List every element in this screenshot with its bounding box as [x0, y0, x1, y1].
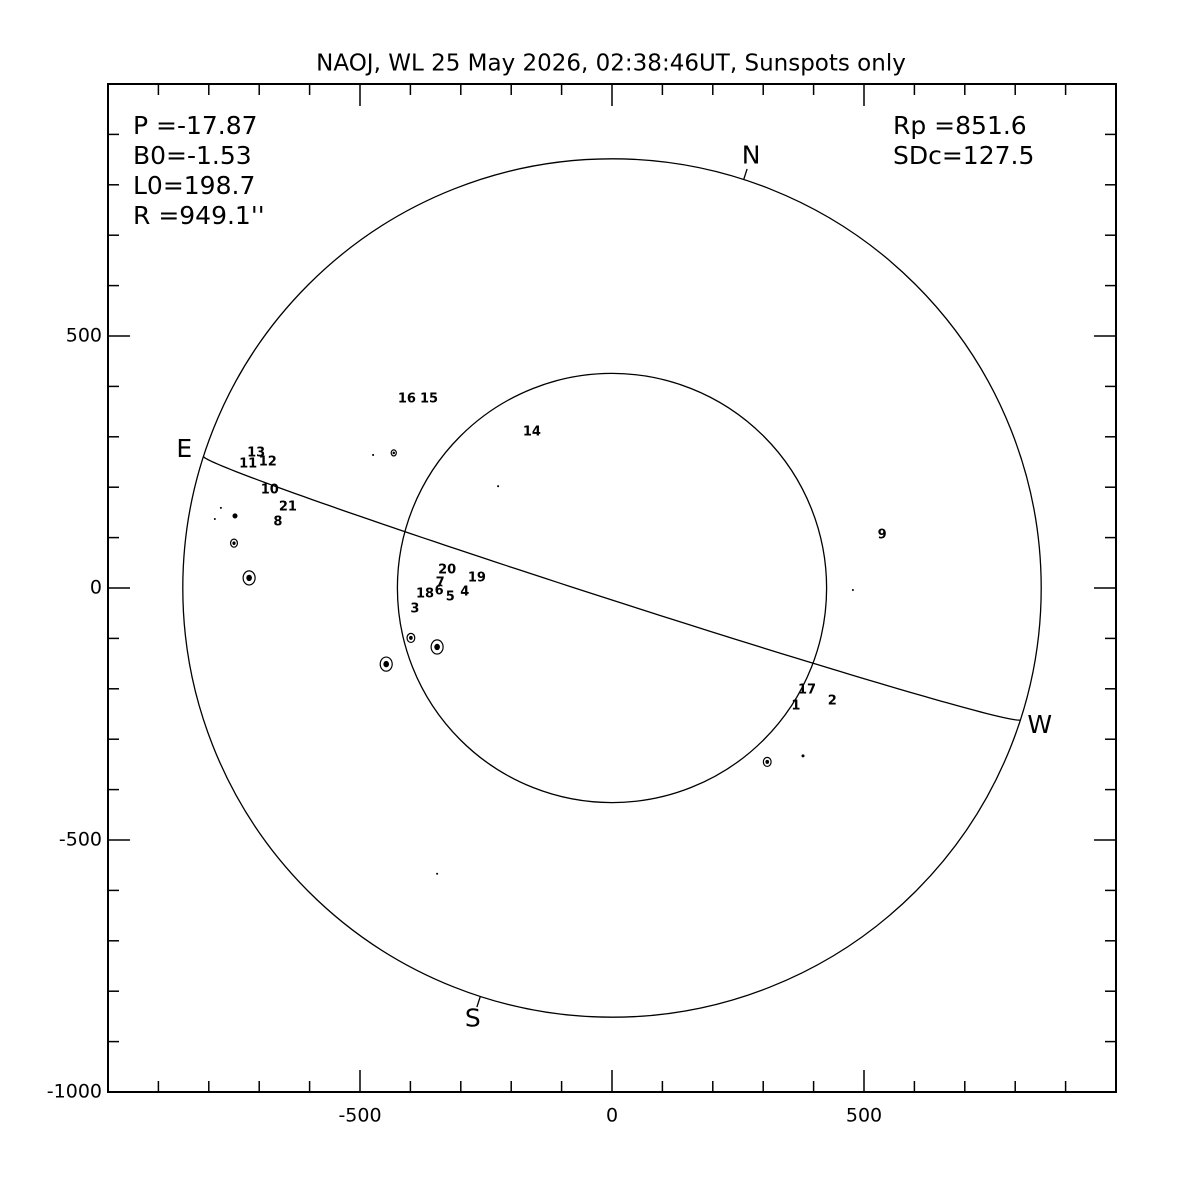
spot-label: 20	[438, 562, 456, 577]
right-annotation: SDc=127.5	[893, 141, 1034, 170]
sunspot-contour	[434, 643, 440, 651]
spot-label: 21	[279, 499, 297, 514]
left-annotation: L0=198.7	[133, 171, 255, 200]
sunspot-contour	[219, 506, 222, 509]
sunspot	[851, 589, 854, 592]
solar-disk	[182, 158, 1042, 1018]
sunspot-contour	[232, 541, 236, 545]
spot-label: 9	[878, 528, 887, 543]
sunspot-contour	[379, 656, 393, 672]
sunspot-contour	[390, 449, 397, 457]
x-tick-label: -500	[338, 1105, 381, 1127]
sunspot-contour	[851, 589, 854, 592]
spot-label: 6	[435, 584, 444, 599]
sunspot	[801, 754, 805, 758]
sunspot-contour	[409, 635, 413, 640]
y-tick-label: 0	[90, 577, 102, 599]
spot-label: 19	[468, 570, 486, 585]
sunspot-contour	[246, 574, 252, 582]
left-annotation: P =-17.87	[133, 111, 258, 140]
sunspot	[436, 872, 439, 875]
pole-label: E	[176, 434, 192, 463]
plot-frame	[107, 83, 1117, 1093]
sunspot	[372, 453, 375, 456]
pole-label: S	[465, 1004, 481, 1033]
spot-label: 7	[436, 575, 445, 590]
sunspot-contour	[436, 872, 439, 875]
sunspot	[430, 639, 444, 655]
spot-label: 14	[523, 424, 541, 439]
sunspot-contour	[242, 570, 256, 586]
chart-title: NAOJ, WL 25 May 2026, 02:38:46UT, Sunspo…	[316, 51, 906, 77]
sunspot	[213, 517, 216, 520]
sunspot-contour	[762, 756, 772, 768]
sunspot	[232, 513, 238, 519]
spot-label: 13	[247, 445, 265, 460]
sunspot-contour	[232, 513, 238, 519]
spot-label: 4	[460, 585, 469, 600]
sunspot-contour	[497, 485, 500, 488]
x-tick-label: 500	[846, 1105, 882, 1127]
spot-label: 3	[410, 602, 419, 617]
spot-label: 15	[420, 392, 438, 407]
sunspot-contour	[406, 632, 416, 644]
y-tick-label: 500	[66, 325, 102, 347]
spot-label: 12	[259, 455, 277, 470]
spot-label: 5	[446, 590, 455, 605]
sunspot-contour	[383, 660, 390, 668]
sunspot	[219, 506, 222, 509]
sunspot-contour	[801, 754, 805, 758]
spot-label: 16	[398, 392, 416, 407]
y-tick-label: -1000	[47, 1081, 102, 1103]
sunspot	[379, 656, 393, 672]
pole-label: N	[742, 140, 761, 169]
y-tick-label: -500	[59, 829, 102, 851]
left-annotation: B0=-1.53	[133, 141, 252, 170]
spot-label: 11	[239, 457, 257, 472]
pole-label: W	[1027, 710, 1052, 739]
sunspot-contour	[372, 453, 375, 456]
sunspot	[242, 570, 256, 586]
sunspot-contour	[430, 639, 444, 655]
sunspot	[497, 485, 500, 488]
sunspot-contour	[229, 538, 239, 548]
pole-tick	[476, 996, 481, 1008]
sunspot	[390, 449, 397, 457]
sunspot-contour	[392, 451, 395, 455]
spot-label: 17	[798, 682, 816, 697]
spot-label: 18	[416, 587, 434, 602]
right-annotation: Rp =851.6	[893, 111, 1027, 140]
equator	[202, 456, 1021, 721]
sunspot	[229, 538, 239, 548]
spot-label: 2	[828, 693, 837, 708]
sunspot	[406, 632, 416, 644]
spot-label: 10	[261, 483, 279, 498]
sunspot	[762, 756, 772, 768]
spot-label: 1	[791, 698, 800, 713]
x-tick-label: 0	[606, 1105, 618, 1127]
left-annotation: R =949.1''	[133, 201, 265, 230]
pole-tick	[743, 168, 748, 180]
sunspot-contour	[765, 759, 770, 764]
inner-circle	[396, 372, 828, 804]
sunspot-contour	[213, 517, 216, 520]
spot-label: 8	[273, 514, 282, 529]
